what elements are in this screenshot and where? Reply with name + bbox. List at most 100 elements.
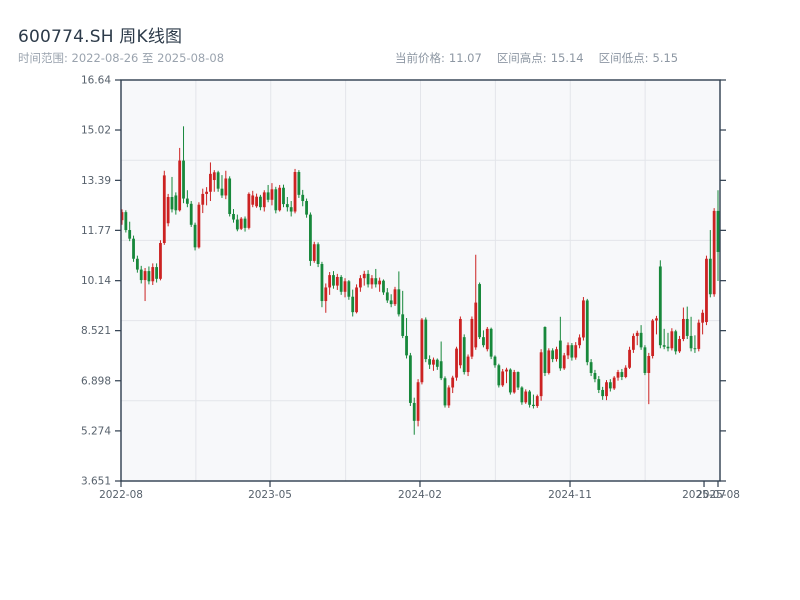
- candle-body: [482, 337, 485, 346]
- candle-body: [332, 275, 335, 286]
- candle-body: [224, 178, 228, 196]
- candle-body: [524, 391, 528, 403]
- candle-body: [424, 319, 428, 360]
- y-axis-tick-label: 11.77: [81, 225, 111, 237]
- candle-body: [505, 369, 508, 372]
- candle-body: [708, 258, 712, 295]
- candle-body: [362, 273, 366, 279]
- candle-body: [312, 244, 316, 261]
- candle-body: [178, 160, 182, 211]
- candle-body: [143, 271, 147, 281]
- candle-body: [474, 302, 478, 348]
- candle-body: [716, 210, 720, 252]
- candle-body: [570, 345, 574, 358]
- candle-body: [412, 402, 416, 421]
- candle-body: [451, 377, 455, 388]
- candle-body: [478, 284, 481, 338]
- candle-body: [405, 335, 408, 356]
- stat-range-high-value: 15.14: [550, 51, 584, 65]
- candle-body: [201, 193, 205, 205]
- candle-body: [128, 230, 132, 239]
- candle-body: [159, 243, 162, 279]
- candle-body: [401, 314, 405, 336]
- candle-body: [182, 160, 185, 199]
- candle-body: [681, 318, 685, 340]
- candle-body: [212, 172, 216, 181]
- candle-body: [293, 171, 297, 212]
- candle-body: [582, 300, 585, 338]
- x-axis-tick-label: 2024-02: [398, 489, 442, 501]
- candle-body: [243, 218, 247, 228]
- candle-body: [370, 278, 374, 285]
- candle-body: [189, 203, 193, 225]
- candle-body: [562, 355, 566, 369]
- candle-body: [635, 332, 639, 336]
- candle-body: [566, 345, 570, 356]
- candle-body: [435, 359, 439, 367]
- candle-body: [162, 175, 166, 244]
- candle-body: [593, 372, 597, 380]
- candle-body: [408, 355, 412, 403]
- candle-body: [551, 350, 555, 360]
- candle-body: [528, 391, 531, 405]
- candle-body: [382, 280, 385, 293]
- candle-body: [170, 197, 174, 210]
- candle-body: [539, 352, 543, 397]
- candle-body: [282, 187, 285, 205]
- candle-body: [616, 372, 620, 378]
- candle-body: [689, 335, 693, 349]
- candle-body: [297, 171, 301, 195]
- candle-body: [205, 191, 208, 194]
- candle-body: [605, 382, 608, 397]
- candle-body: [397, 289, 401, 315]
- candle-body: [320, 263, 324, 302]
- candle-body: [547, 350, 551, 373]
- candle-body: [305, 201, 308, 215]
- stat-current-price-label: 当前价格:: [395, 51, 445, 65]
- candle-body: [470, 318, 474, 357]
- candle-body: [643, 347, 647, 373]
- candle-body: [447, 387, 451, 406]
- candle-body: [647, 355, 651, 373]
- candle-body: [228, 178, 232, 214]
- candle-body: [543, 326, 547, 373]
- candle-body: [166, 197, 170, 224]
- candle-body: [428, 359, 432, 365]
- candle-body: [639, 332, 643, 348]
- candle-body: [147, 271, 151, 282]
- candle-body: [712, 210, 716, 295]
- candle-body: [624, 367, 628, 377]
- candle-body: [597, 379, 601, 390]
- stat-range-low-label: 区间低点:: [598, 51, 649, 65]
- candle-body: [270, 189, 274, 200]
- x-axis-tick-label: 2025-08: [696, 489, 740, 501]
- candle-body: [455, 348, 458, 378]
- x-axis-tick-label: 2023-05: [248, 489, 292, 501]
- candle-body: [239, 218, 243, 229]
- y-axis-tick-label: 3.651: [81, 476, 111, 488]
- candle-body: [574, 345, 578, 358]
- candle-body: [670, 331, 674, 349]
- stats-bar: 当前价格: 11.07 区间高点: 15.14 区间低点: 5.15: [395, 50, 678, 66]
- candle-body: [309, 214, 312, 261]
- candle-body: [439, 361, 443, 379]
- candle-body: [608, 382, 612, 389]
- candle-body: [274, 189, 278, 211]
- stat-range-high: 区间高点: 15.14: [497, 50, 584, 66]
- candle-body: [151, 267, 155, 282]
- candle-body: [135, 258, 139, 270]
- candle-body: [612, 377, 616, 389]
- candle-body: [462, 337, 466, 373]
- candle-body: [366, 273, 370, 285]
- candle-body: [235, 219, 239, 230]
- candle-body: [620, 372, 624, 377]
- candle-body: [674, 331, 678, 352]
- candle-body: [259, 196, 262, 208]
- candle-body: [389, 300, 393, 305]
- candle-body: [393, 289, 397, 305]
- candle-body: [416, 382, 420, 421]
- candle-body: [601, 389, 605, 397]
- y-axis-tick-label: 16.64: [81, 75, 111, 87]
